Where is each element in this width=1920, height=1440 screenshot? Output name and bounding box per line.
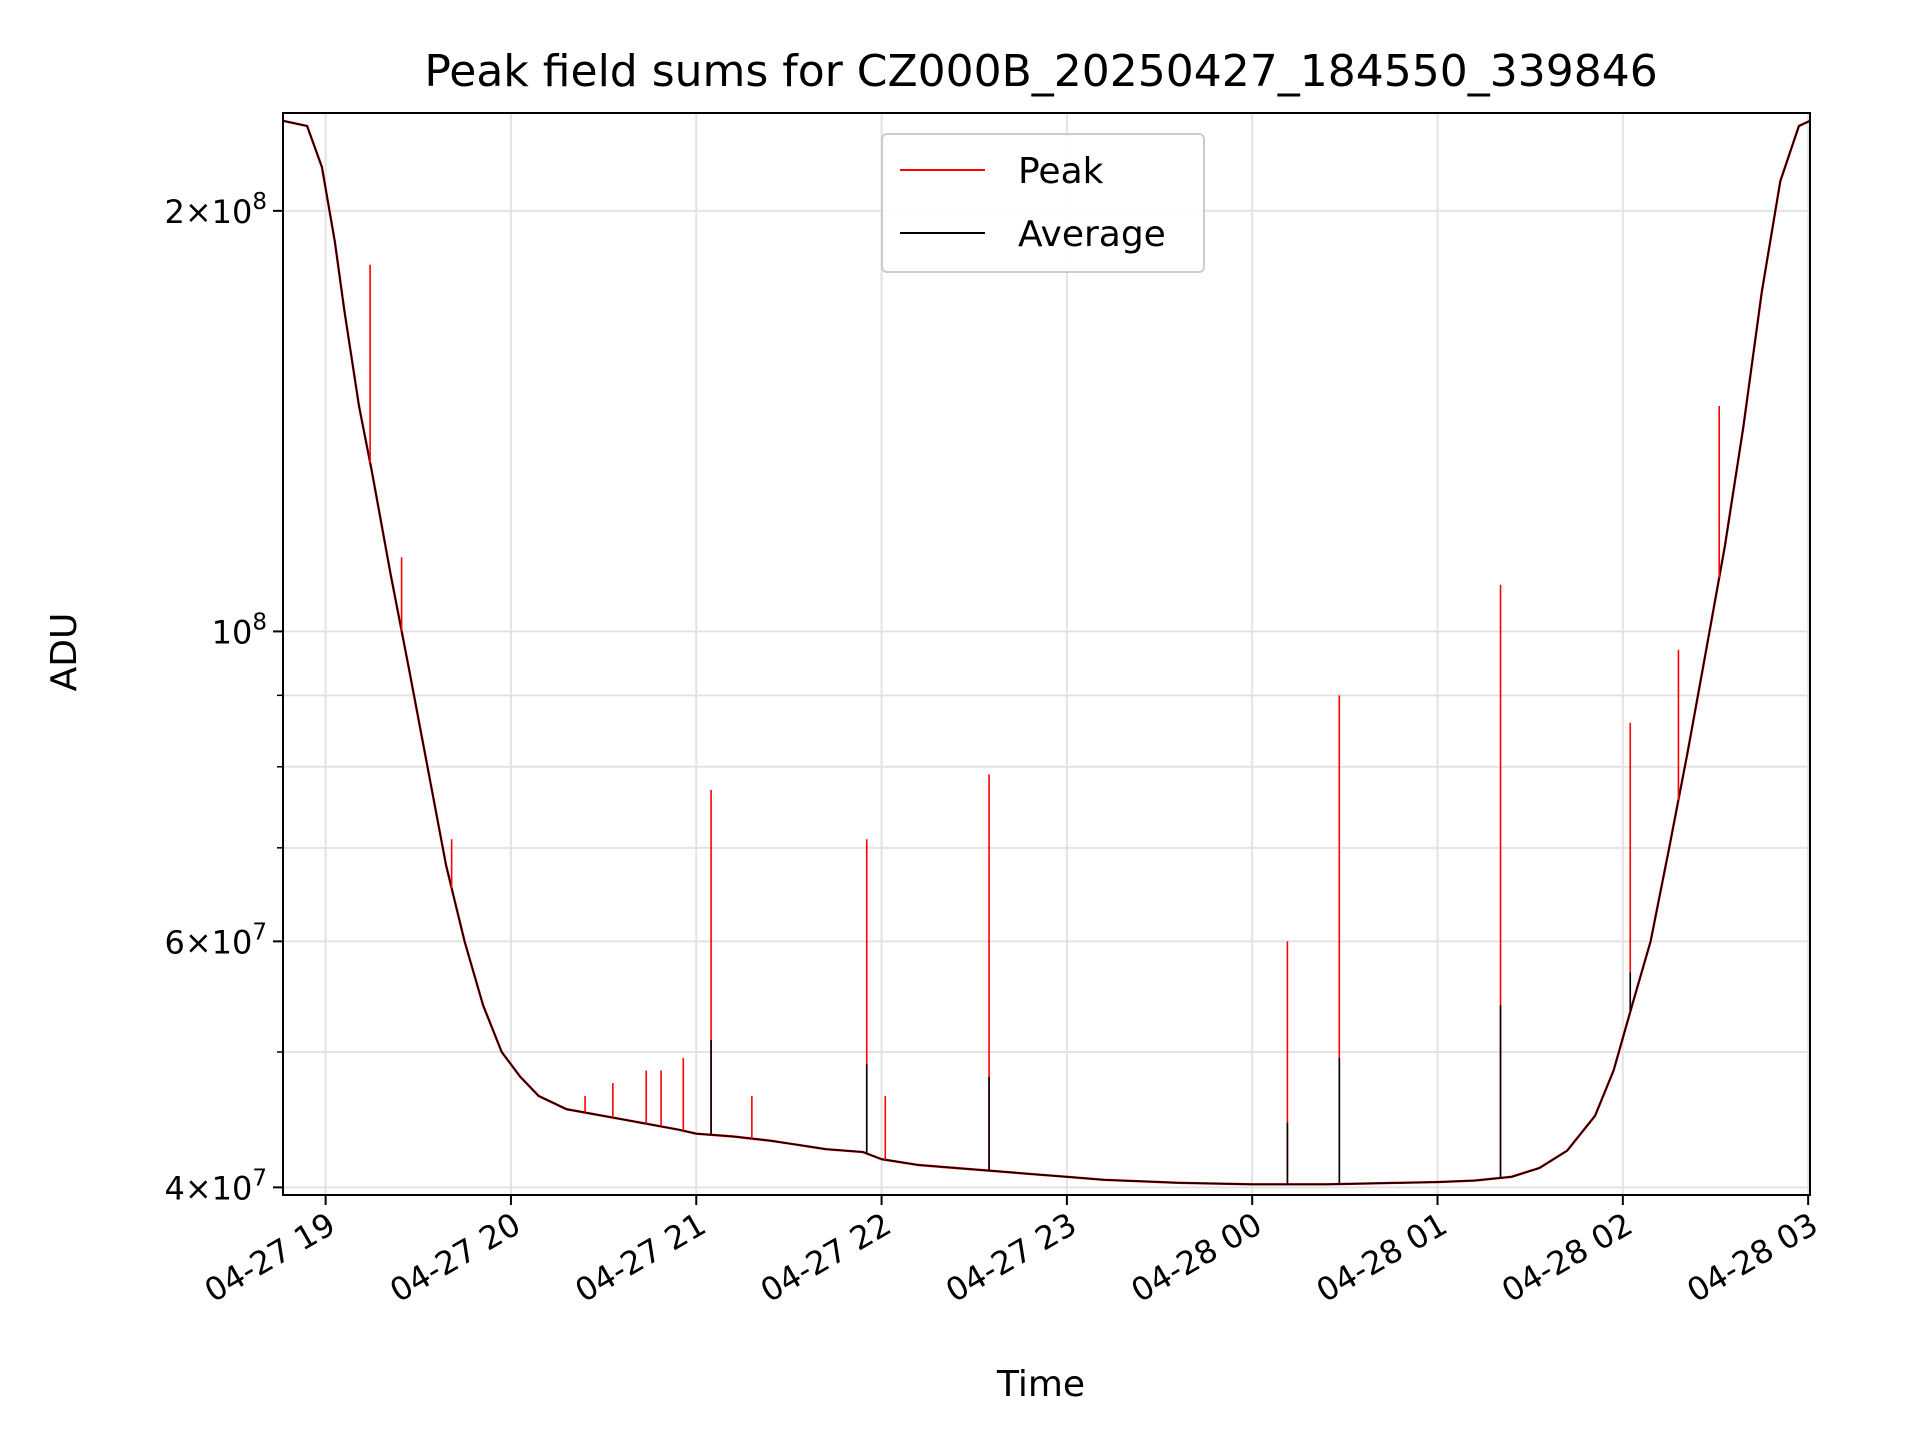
- x-axis-ticks: 04-27 19 04-27 20 04-27 21 04-27 22 04-27 23…: [198, 1195, 1824, 1310]
- x-tick-label: 04-27 22: [754, 1205, 898, 1310]
- plot-frame: [282, 112, 1811, 1196]
- legend-box: [881, 133, 1205, 273]
- grid: [283, 113, 1810, 1195]
- y-tick-label: 2×108: [164, 189, 267, 231]
- x-tick-label: 04-27 20: [383, 1205, 527, 1310]
- x-tick-label: 04-28 03: [1681, 1205, 1825, 1310]
- spikes: [369, 264, 1720, 1185]
- x-tick-label: 04-28 01: [1310, 1205, 1454, 1310]
- x-tick-label: 04-27 19: [198, 1205, 342, 1310]
- x-axis-label: Time: [996, 1364, 1085, 1405]
- y-axis-ticks: 4×107 6×107 108 2×108: [164, 189, 283, 1207]
- y-tick-label: 4×107: [164, 1165, 267, 1207]
- chart-title: Peak field sums for CZ000B_20250427_1845…: [424, 46, 1657, 97]
- legend-peak-label: Peak: [1018, 151, 1104, 192]
- average-series-line: [282, 120, 1811, 1186]
- y-tick-label: 108: [212, 609, 267, 651]
- series-lines: [282, 119, 1811, 1186]
- x-tick-label: 04-27 23: [939, 1205, 1083, 1310]
- peak-series-line: [282, 119, 1811, 1186]
- y-axis-label: ADU: [44, 613, 85, 692]
- legend-average-label: Average: [1018, 214, 1166, 255]
- x-tick-label: 04-28 00: [1125, 1205, 1269, 1310]
- y-tick-label: 6×107: [164, 919, 267, 961]
- legend: Peak Average: [881, 133, 1205, 273]
- x-tick-label: 04-27 21: [569, 1205, 713, 1310]
- x-tick-label: 04-28 02: [1495, 1205, 1639, 1310]
